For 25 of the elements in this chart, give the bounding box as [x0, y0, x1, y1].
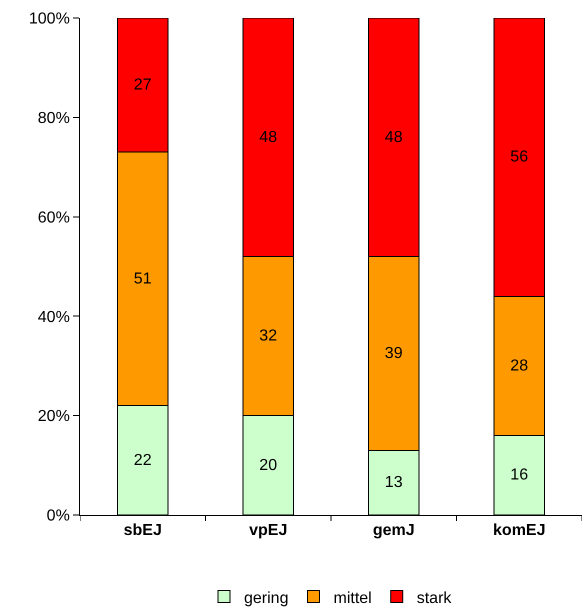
y-tick-label: 60%: [38, 209, 70, 226]
data-label: 32: [259, 328, 278, 345]
data-label: 28: [510, 357, 528, 374]
x-tick-label: komEJ: [493, 522, 546, 540]
legend-label: stark: [416, 590, 452, 607]
data-label: 39: [384, 344, 403, 362]
data-label: 16: [510, 466, 528, 484]
y-tick-label: 80%: [38, 110, 70, 127]
x-tick-label: sbEJ: [124, 522, 162, 540]
x-tick-label: gemJ: [372, 522, 415, 540]
y-tick-label: 20%: [38, 408, 70, 426]
data-label: 22: [134, 452, 152, 469]
legend-label: gering: [244, 590, 288, 607]
x-tick-label: vpEJ: [249, 522, 288, 540]
data-label: 20: [259, 456, 278, 474]
data-label: 48: [259, 128, 278, 146]
y-tick-label: 100%: [28, 10, 70, 28]
data-label: 56: [510, 148, 528, 166]
data-label: 51: [134, 270, 152, 288]
y-tick-label: 40%: [38, 308, 70, 326]
y-tick-label: 0%: [46, 508, 70, 525]
data-label: 48: [384, 128, 403, 146]
legend-label: mittel: [333, 590, 372, 607]
data-label: 13: [384, 474, 403, 492]
data-label: 27: [134, 76, 152, 94]
